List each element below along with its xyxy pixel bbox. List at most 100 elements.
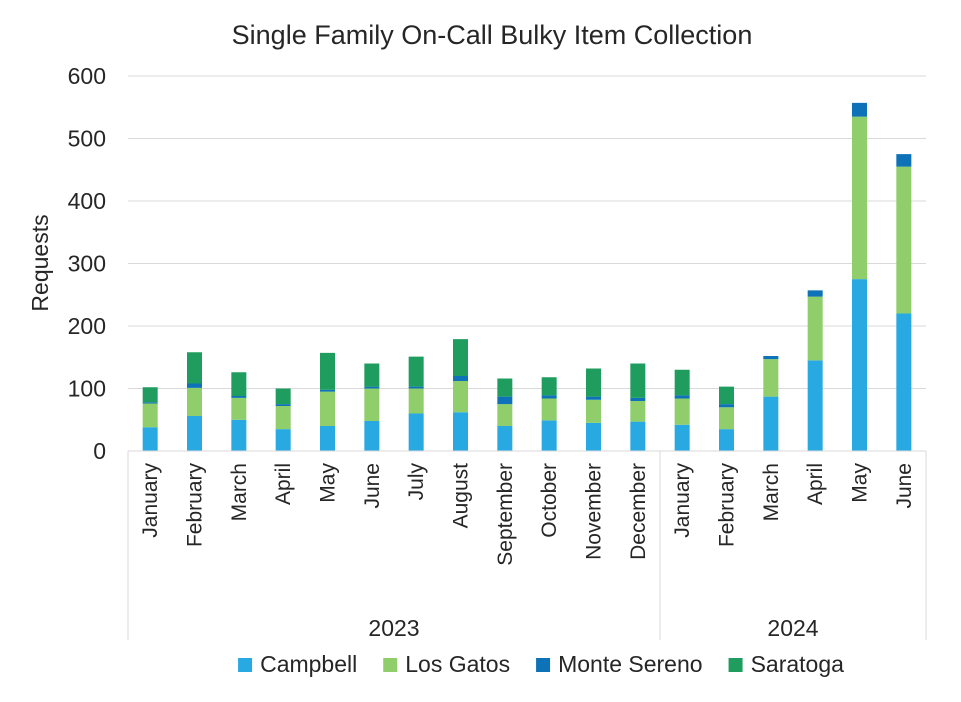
legend-swatch bbox=[383, 658, 398, 672]
x-tick-label: February bbox=[184, 463, 207, 548]
bar-saratoga bbox=[453, 339, 468, 376]
x-tick-label: July bbox=[405, 463, 428, 501]
bar-campbell bbox=[852, 279, 867, 451]
bar-campbell bbox=[187, 416, 202, 451]
bar-saratoga bbox=[320, 352, 335, 390]
legend-item: Monte Sereno bbox=[536, 651, 703, 677]
x-tick-label: May bbox=[849, 463, 872, 503]
x-tick-label: December bbox=[627, 463, 650, 560]
bar-campbell bbox=[763, 396, 779, 451]
x-axis: January February March April May June July Augu… bbox=[127, 450, 927, 641]
bar-monte-sereno bbox=[541, 395, 557, 399]
bar-monte-sereno bbox=[807, 290, 823, 297]
bar-los-gatos bbox=[320, 391, 335, 426]
bar-los-gatos bbox=[408, 388, 424, 414]
legend-item: Campbell bbox=[238, 651, 357, 677]
bar-saratoga bbox=[231, 372, 247, 396]
x-tick-label: February bbox=[716, 463, 739, 548]
bar-campbell bbox=[275, 429, 291, 451]
bar-monte-sereno bbox=[142, 402, 158, 404]
bar-campbell bbox=[719, 429, 734, 451]
legend-swatch bbox=[536, 658, 551, 672]
legend-label: Los Gatos bbox=[405, 651, 510, 677]
y-tick-label: 500 bbox=[68, 126, 106, 152]
bar-campbell bbox=[586, 422, 601, 451]
x-tick-label: June bbox=[893, 463, 916, 509]
x-tick-label: January bbox=[139, 463, 162, 538]
bar-monte-sereno bbox=[896, 154, 912, 167]
bar-los-gatos bbox=[674, 398, 690, 425]
x-group-label: 2024 bbox=[767, 615, 818, 641]
bar-los-gatos bbox=[896, 166, 912, 314]
bar-campbell bbox=[320, 426, 335, 451]
bar-monte-sereno bbox=[231, 396, 247, 398]
x-tick-label: May bbox=[317, 463, 340, 503]
bar-los-gatos bbox=[142, 403, 158, 428]
bar-saratoga bbox=[187, 352, 202, 384]
legend-label: Campbell bbox=[260, 651, 357, 677]
bar-campbell bbox=[142, 427, 158, 451]
legend-label: Saratoga bbox=[751, 651, 845, 677]
bar-monte-sereno bbox=[852, 102, 867, 117]
bar-campbell bbox=[453, 412, 468, 451]
y-axis-ticks: 0 100 200 300 400 500 600 bbox=[68, 63, 106, 464]
x-tick-label: November bbox=[583, 463, 606, 560]
bar-los-gatos bbox=[231, 397, 247, 420]
bar-saratoga bbox=[275, 388, 291, 405]
bar-campbell bbox=[231, 419, 247, 451]
bar-campbell bbox=[541, 420, 557, 451]
gridlines bbox=[128, 75, 926, 452]
bar-campbell bbox=[364, 421, 380, 451]
bar-los-gatos bbox=[807, 296, 823, 361]
bar-saratoga bbox=[630, 363, 646, 398]
bar-los-gatos bbox=[719, 407, 734, 430]
bar-monte-sereno bbox=[719, 404, 734, 408]
bar-monte-sereno bbox=[497, 396, 513, 405]
legend-item: Saratoga bbox=[728, 651, 845, 677]
chart-title: Single Family On-Call Bulky Item Collect… bbox=[232, 20, 753, 50]
y-tick-label: 400 bbox=[68, 188, 106, 214]
y-tick-label: 0 bbox=[93, 438, 106, 464]
y-tick-label: 300 bbox=[68, 251, 106, 277]
bar-los-gatos bbox=[586, 399, 601, 423]
legend-item: Los Gatos bbox=[383, 651, 510, 677]
legend-swatch bbox=[728, 658, 743, 672]
bar-monte-sereno bbox=[275, 404, 291, 406]
legend: Campbell Los Gatos Monte Sereno Saratoga bbox=[238, 651, 844, 677]
bar-los-gatos bbox=[497, 404, 513, 426]
bar-los-gatos bbox=[453, 381, 468, 413]
bar-los-gatos bbox=[630, 401, 646, 422]
bar-campbell bbox=[674, 424, 690, 451]
bar-monte-sereno bbox=[320, 389, 335, 392]
bar-los-gatos bbox=[275, 406, 291, 430]
x-group-label: 2023 bbox=[368, 615, 419, 641]
bar-monte-sereno bbox=[453, 376, 468, 381]
x-tick-label: March bbox=[760, 463, 783, 521]
bar-monte-sereno bbox=[187, 383, 202, 388]
bar-campbell bbox=[497, 426, 513, 451]
y-tick-label: 100 bbox=[68, 376, 106, 402]
bar-los-gatos bbox=[541, 398, 557, 421]
bar-campbell bbox=[408, 413, 424, 451]
bar-saratoga bbox=[497, 378, 513, 397]
bar-monte-sereno bbox=[364, 386, 380, 389]
bar-campbell bbox=[807, 360, 823, 451]
bar-saratoga bbox=[586, 368, 601, 397]
legend-swatch bbox=[238, 658, 253, 672]
bar-saratoga bbox=[541, 377, 557, 396]
y-axis-label: Requests bbox=[27, 214, 53, 311]
bar-los-gatos bbox=[364, 388, 380, 421]
y-tick-label: 600 bbox=[68, 63, 106, 89]
bar-saratoga bbox=[364, 363, 380, 387]
bar-monte-sereno bbox=[408, 386, 424, 389]
bar-monte-sereno bbox=[630, 397, 646, 401]
bar-saratoga bbox=[142, 387, 158, 403]
bar-los-gatos bbox=[187, 387, 202, 416]
x-tick-label: September bbox=[494, 463, 517, 566]
x-tick-label: August bbox=[450, 463, 473, 529]
x-tick-label: March bbox=[228, 463, 251, 521]
bar-saratoga bbox=[719, 386, 734, 405]
x-tick-label: April bbox=[804, 463, 827, 505]
